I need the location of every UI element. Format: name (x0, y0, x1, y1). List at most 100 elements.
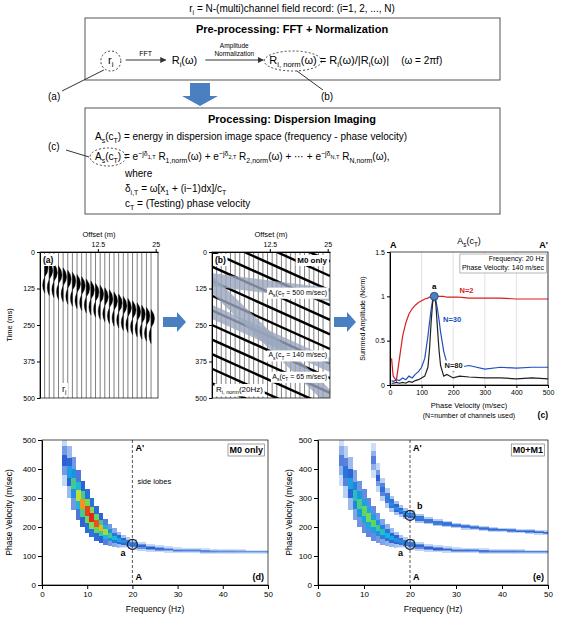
tick: 100 (23, 552, 42, 561)
tick: 250 (195, 322, 212, 329)
energy-cell (99, 525, 104, 532)
energy-cell (218, 549, 227, 554)
tick: 250 (23, 322, 40, 329)
energy-cell (236, 549, 245, 554)
tick-mark (38, 585, 42, 586)
energy-cell (371, 443, 376, 478)
axis-title: Time (ms) (5, 308, 14, 342)
energy-cell (488, 549, 498, 554)
tick: 0 (316, 585, 321, 599)
energy-cell (191, 549, 200, 552)
energy-cell (121, 535, 126, 549)
text-part: = 65 m/sec) (288, 373, 327, 381)
energy-cell (389, 536, 394, 540)
tick: 10 (360, 585, 369, 599)
tick-mark (178, 585, 179, 589)
axis: 01020304050 (40, 585, 273, 599)
tick-label: 200 (23, 523, 37, 532)
text-part: i, norm (222, 389, 239, 395)
energy-cell (451, 547, 461, 553)
energy-cell (146, 547, 155, 549)
label-background (267, 350, 329, 361)
text-part: (20Hz) (239, 385, 263, 394)
energy-cell (343, 458, 348, 487)
panel: a010020030040050000.511.5Phase Velocity … (359, 236, 554, 420)
energy-cell (173, 547, 182, 553)
energy-cell (543, 550, 548, 555)
tick-label: 0.5 (375, 337, 385, 344)
energy-cell (200, 550, 209, 551)
energy-cell (85, 499, 90, 523)
energy-cell (209, 550, 218, 553)
text-part: = 140 m/sec) (284, 351, 327, 359)
tick-label: 40 (219, 590, 228, 599)
tick-label: 500 (543, 389, 555, 396)
tick-mark (38, 440, 42, 441)
energy-cell (543, 530, 548, 535)
label: Ri(ω) (172, 54, 198, 69)
energy-cell (399, 535, 404, 549)
energy-cell (254, 551, 263, 554)
energy-cell (164, 548, 173, 552)
point-label: a (398, 548, 404, 558)
energy-cell (470, 525, 480, 530)
energy-cell (67, 446, 72, 498)
energy-cell (399, 508, 404, 515)
energy-cell (451, 523, 461, 529)
tick: 12.5 (264, 241, 278, 252)
tick-label: 500 (23, 395, 35, 402)
energy-cell (461, 548, 471, 554)
axis-line (42, 441, 43, 586)
label: cT = (Testing) phase velocity (125, 198, 250, 211)
panel-letter: (a) (43, 255, 54, 265)
energy-cell (516, 551, 526, 552)
energy-cell (424, 546, 434, 550)
energy-cell (394, 538, 399, 542)
tick: 200 (448, 385, 460, 396)
energy-cell (121, 538, 126, 546)
tick-label: 0 (308, 581, 313, 590)
plot-frame (40, 252, 158, 398)
energy-cell (218, 551, 227, 552)
axis-line (391, 385, 549, 386)
tick-label: 50 (544, 590, 553, 599)
tick-label: 0 (316, 590, 321, 599)
energy-cell (451, 524, 461, 527)
energy-cell (451, 525, 461, 526)
energy-cell (371, 506, 376, 541)
energy-cell (200, 550, 209, 553)
energy-cell (408, 514, 415, 516)
energy-cell (525, 529, 535, 534)
point (405, 510, 415, 520)
callout-line (297, 71, 323, 90)
arrow (163, 312, 186, 332)
axis-title: Summed Amplitude (Norm) (359, 276, 367, 360)
energy-cell (182, 548, 191, 554)
axis: 0125250375500 (195, 249, 212, 402)
tick-mark (318, 585, 319, 589)
energy-cell (366, 498, 371, 537)
tick-label: 0 (381, 382, 385, 389)
plot-marks (43, 252, 155, 398)
energy-cell (394, 504, 399, 512)
tick-mark (485, 385, 486, 388)
panel: 010203040500100200300400500Frequency (Hz… (284, 434, 553, 614)
tick-label: 30 (452, 590, 461, 599)
tick-mark (410, 585, 411, 589)
energy-cell (488, 550, 498, 553)
tick: 30 (174, 585, 183, 599)
energy-cell (376, 520, 381, 537)
tick-mark (37, 398, 40, 399)
tick: 0 (203, 249, 212, 256)
energy-cell (433, 519, 443, 526)
tick: 375 (195, 358, 212, 365)
text-part: R (236, 151, 246, 162)
energy-cell (488, 527, 498, 532)
tick-label: 300 (299, 494, 313, 503)
energy-cell (385, 493, 390, 504)
energy-cell (362, 489, 367, 533)
energy-cell (442, 521, 452, 527)
text-part: = R (317, 54, 338, 66)
section-label: A' (135, 443, 144, 453)
label-background (416, 500, 425, 512)
